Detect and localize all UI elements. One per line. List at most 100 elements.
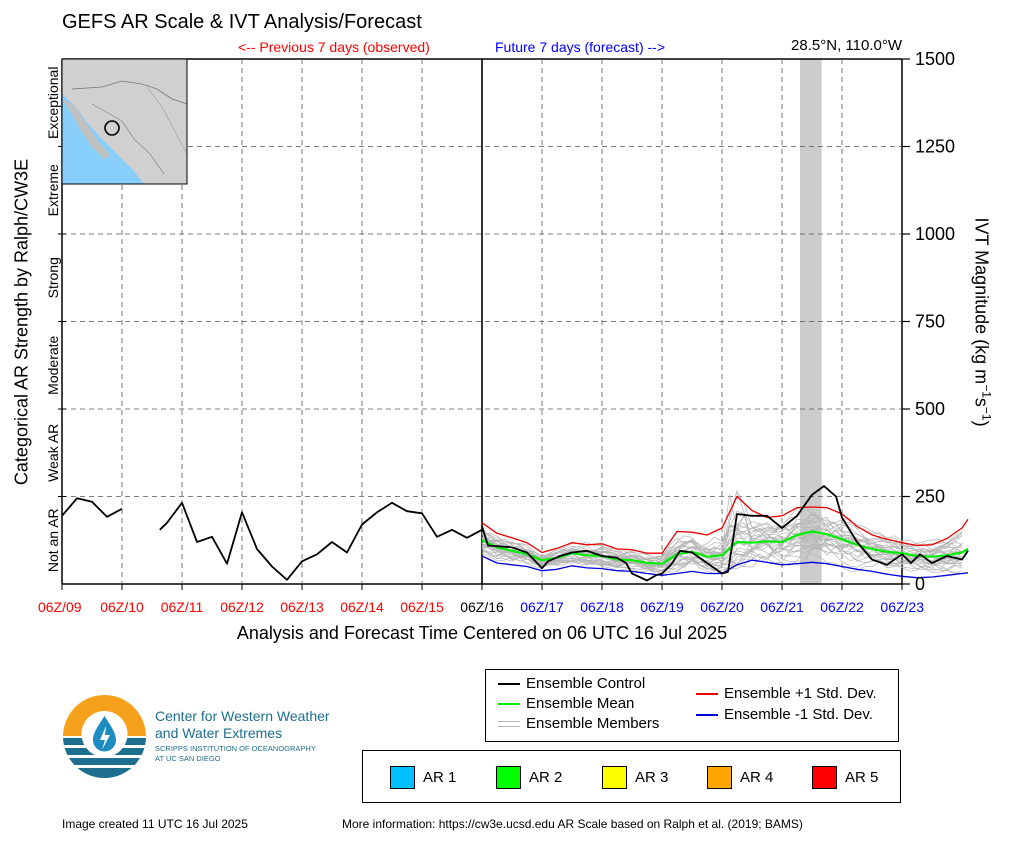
ar-scale-swatch [602, 766, 627, 789]
footer-created: Image created 11 UTC 16 Jul 2025 [62, 817, 248, 831]
legend-members-label: Ensemble Members [526, 715, 660, 732]
category-label: Strong [45, 257, 61, 298]
map-peninsula [62, 99, 110, 159]
ensemble-legend: Ensemble Control Ensemble Mean Ensemble … [485, 669, 899, 742]
x-tick-label: 06Z/20 [700, 599, 744, 615]
x-tick-label: 06Z/10 [100, 599, 144, 615]
right-axis-label-sup1: −1 [979, 384, 994, 398]
legend-control-label: Ensemble Control [526, 675, 646, 692]
cw3e-logo-icon [63, 695, 146, 778]
y-tick-label: 750 [915, 312, 945, 332]
minus-std-line [481, 555, 969, 579]
ensemble-member-line [481, 515, 963, 568]
ensemble-member-line [481, 505, 963, 562]
right-axis-label-sup2: −1 [979, 406, 994, 421]
left-axis-label: Categorical AR Strength by Ralph/CW3E [11, 158, 32, 486]
legend-control: Ensemble Control [498, 675, 645, 692]
ensemble-member-line [481, 528, 963, 569]
logo-line3: SCRIPPS INSTITUTION OF OCEANOGRAPHY [155, 744, 316, 753]
ensemble-member-line [481, 494, 963, 566]
ensemble-control-line [481, 485, 969, 582]
ar-scale-swatch [812, 766, 837, 789]
map-coast [91, 103, 165, 175]
ensemble-member-line [481, 516, 963, 565]
ar-scale-swatch [496, 766, 521, 789]
legend-mean: Ensemble Mean [498, 695, 634, 712]
footer-info: More information: https://cw3e.ucsd.edu … [342, 817, 803, 831]
category-label: Extreme [45, 164, 61, 216]
ensemble-member-line [481, 518, 963, 561]
plus-std-line [481, 495, 969, 554]
ensemble-member-line [481, 544, 963, 573]
ar-scale-swatch [390, 766, 415, 789]
chart-title: GEFS AR Scale & IVT Analysis/Forecast [62, 11, 422, 33]
x-tick-label: 06Z/21 [760, 599, 804, 615]
x-tick-label: 06Z/18 [580, 599, 624, 615]
legend-minus-std: Ensemble -1 Std. Dev. [696, 706, 873, 723]
ar-scale-label: AR 3 [635, 769, 669, 786]
y-tick-label: 0 [915, 574, 925, 594]
observed-ivt-line [159, 501, 483, 581]
x-tick-label: 06Z/19 [640, 599, 684, 615]
logo-line2: and Water Extremes [155, 725, 283, 741]
future-days-label: Future 7 days (forecast) --> [495, 39, 666, 55]
legend-members-line [498, 720, 520, 727]
x-tick-label: 06Z/22 [820, 599, 864, 615]
category-label: Moderate [45, 335, 61, 394]
ensemble-member-line [481, 523, 963, 561]
legend-plus-std: Ensemble +1 Std. Dev. [696, 685, 877, 702]
ar-scale-item: AR 3 [602, 766, 668, 789]
axis-ticks: 0 250 500 750 1000 1250 1500 Not an AR Weak AR Mo… [38, 49, 955, 615]
ar-scale-legend: AR 1 AR 2 AR 3 AR 4 AR 5 [362, 750, 901, 803]
logo-line1: Center for Western Weather [155, 708, 330, 724]
map-frame [61, 58, 188, 185]
grid-lines [62, 59, 902, 584]
location-label: 28.5°N, 110.0°W [791, 37, 902, 54]
right-axis-label-main: IVT Magnitude (kg m [971, 217, 992, 385]
y-tick-label: 1250 [915, 137, 955, 157]
x-tick-label: 06Z/11 [161, 599, 204, 615]
y-tick-label: 250 [915, 487, 945, 507]
x-tick-label: 06Z/09 [38, 599, 82, 615]
legend-members: Ensemble Members [498, 715, 659, 732]
ensemble-series [61, 485, 969, 582]
right-axis-label: IVT Magnitude (kg m−1s−1) [971, 217, 994, 426]
y-tick-label: 1500 [915, 49, 955, 69]
ar-scale-label: AR 2 [529, 769, 563, 786]
legend-minus-line [696, 713, 718, 716]
cw3e-logo [62, 694, 147, 779]
x-axis-label: Analysis and Forecast Time Centered on 0… [236, 623, 728, 643]
category-label: Not an AR [45, 508, 61, 572]
x-tick-label: 06Z/14 [340, 599, 384, 615]
ar-scale-item: AR 5 [812, 766, 878, 789]
map-state-line [146, 86, 188, 155]
x-tick-label: 06Z/15 [400, 599, 444, 615]
observed-ivt-line [61, 497, 123, 518]
ensemble-member-line [481, 513, 963, 562]
x-tick-label: 06Z/13 [280, 599, 324, 615]
ar-scale-label: AR 4 [740, 769, 774, 786]
x-tick-label: 06Z/17 [520, 599, 564, 615]
right-axis-label-end: ) [971, 420, 992, 427]
ar-scale-label: AR 1 [423, 769, 457, 786]
location-marker [104, 120, 120, 136]
legend-plus-line [696, 692, 718, 695]
legend-control-line [498, 682, 520, 685]
legend-minus-label: Ensemble -1 Std. Dev. [724, 706, 873, 723]
x-tick-label: 06Z/16 [460, 599, 504, 615]
location-map [61, 58, 188, 185]
legend-mean-label: Ensemble Mean [526, 695, 635, 712]
x-tick-label: 06Z/23 [880, 599, 924, 615]
map-ocean [62, 94, 144, 184]
logo-line4: AT UC SAN DIEGO [155, 754, 221, 763]
map-border [71, 80, 188, 105]
previous-days-label: <-- Previous 7 days (observed) [238, 39, 430, 55]
category-label: Weak AR [45, 424, 61, 482]
ar-scale-label: AR 5 [845, 769, 879, 786]
legend-mean-line [498, 702, 520, 705]
y-tick-label: 500 [915, 399, 945, 419]
ar-scale-item: AR 4 [707, 766, 773, 789]
ensemble-member-line [481, 523, 963, 565]
x-tick-label: 06Z/12 [220, 599, 264, 615]
